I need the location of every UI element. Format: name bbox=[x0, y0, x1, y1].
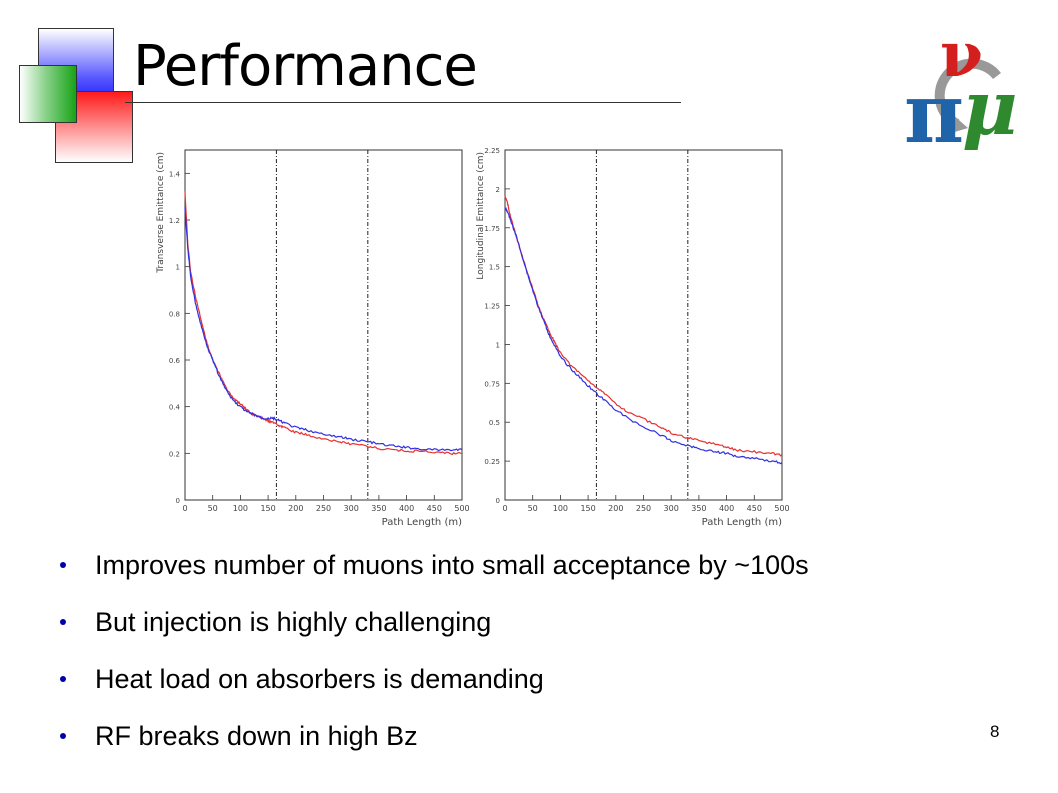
x-axis-label: Path Length (m) bbox=[702, 517, 782, 528]
y-tick-label: 1 bbox=[496, 341, 500, 349]
x-tick-label: 450 bbox=[427, 504, 442, 513]
x-tick-label: 300 bbox=[344, 504, 359, 513]
y-tick-label: 0.75 bbox=[484, 380, 500, 388]
bullet-dot-icon bbox=[60, 562, 66, 568]
y-tick-label: 1.5 bbox=[489, 264, 500, 272]
bullet-text: RF breaks down in high Bz bbox=[95, 721, 418, 751]
bullet-dot-icon bbox=[60, 676, 66, 682]
y-tick-label: 1.4 bbox=[169, 170, 181, 178]
y-tick-label: 0.5 bbox=[489, 419, 500, 427]
y-tick-label: 0 bbox=[176, 497, 180, 505]
x-tick-label: 450 bbox=[747, 504, 762, 513]
x-tick-label: 300 bbox=[664, 504, 679, 513]
y-tick-label: 0.6 bbox=[169, 357, 181, 365]
x-tick-label: 0 bbox=[182, 504, 187, 513]
x-tick-label: 500 bbox=[774, 504, 789, 513]
y-tick-label: 0.2 bbox=[169, 450, 180, 458]
slide-title: Performance bbox=[133, 34, 478, 99]
bullet-text: But injection is highly challenging bbox=[95, 607, 492, 637]
plot-frame bbox=[184, 149, 463, 501]
x-tick-label: 350 bbox=[691, 504, 706, 513]
y-tick-label: 0.4 bbox=[169, 404, 181, 412]
y-tick-label: 1.25 bbox=[484, 303, 500, 311]
x-tick-label: 400 bbox=[399, 504, 414, 513]
y-tick-label: 0.25 bbox=[484, 458, 500, 466]
logo-pi-glyph: π bbox=[904, 66, 964, 154]
series-line-blue bbox=[504, 206, 783, 465]
series-line-red bbox=[184, 191, 462, 456]
bullet-dot-icon bbox=[60, 619, 66, 625]
series-line-blue bbox=[184, 207, 463, 452]
y-tick-label: 0.8 bbox=[169, 310, 180, 318]
longitudinal-emittance-chart: 0 0.25 0.5 0.75 1 1.25 1.5 1.75 2 2.25 0 50 100 150 20… bbox=[476, 147, 790, 528]
y-tick-label: 1.2 bbox=[169, 217, 180, 225]
y-tick-label: 2.25 bbox=[484, 147, 500, 155]
x-axis-label: Path Length (m) bbox=[382, 517, 462, 528]
transverse-emittance-chart: 0 0.2 0.4 0.6 0.8 1 1.2 1.4 0 50 100 150 200 250 300 35… bbox=[156, 149, 470, 528]
y-axis-label: Longitudinal Emittance (cm) bbox=[476, 152, 486, 280]
bullet-text: Heat load on absorbers is demanding bbox=[95, 664, 544, 694]
x-tick-label: 400 bbox=[719, 504, 734, 513]
x-tick-label: 150 bbox=[260, 504, 275, 513]
x-tick-label: 250 bbox=[316, 504, 331, 513]
logo-mu-glyph: μ bbox=[962, 63, 1018, 152]
logo-arrowhead-icon bbox=[948, 114, 968, 134]
x-tick-label: 50 bbox=[208, 504, 218, 513]
x-tick-label: 250 bbox=[636, 504, 651, 513]
nu-pi-mu-logo: ν π μ bbox=[904, 24, 1018, 154]
x-tick-label: 200 bbox=[288, 504, 303, 513]
bullet-dot-icon bbox=[60, 733, 66, 739]
bullet-text: Improves number of muons into small acce… bbox=[95, 550, 809, 580]
x-tick-label: 0 bbox=[502, 504, 507, 513]
y-tick-label: 1.75 bbox=[484, 225, 500, 233]
x-tick-label: 50 bbox=[528, 504, 538, 513]
x-tick-label: 350 bbox=[371, 504, 386, 513]
logo-nu-glyph: ν bbox=[940, 24, 983, 91]
x-tick-label: 500 bbox=[454, 504, 469, 513]
y-tick-label: 2 bbox=[496, 186, 500, 194]
x-tick-label: 200 bbox=[608, 504, 623, 513]
x-tick-label: 100 bbox=[233, 504, 248, 513]
y-tick-label: 0 bbox=[496, 497, 500, 505]
x-tick-label: 100 bbox=[553, 504, 568, 513]
y-tick-label: 1 bbox=[176, 264, 180, 272]
title-underline bbox=[125, 102, 681, 103]
y-axis-label: Transverse Emittance (cm) bbox=[156, 152, 166, 274]
page-number: 8 bbox=[990, 722, 1000, 741]
logo-arrow-icon bbox=[934, 58, 1001, 129]
x-tick-label: 150 bbox=[580, 504, 595, 513]
decor-green-square bbox=[19, 65, 77, 123]
